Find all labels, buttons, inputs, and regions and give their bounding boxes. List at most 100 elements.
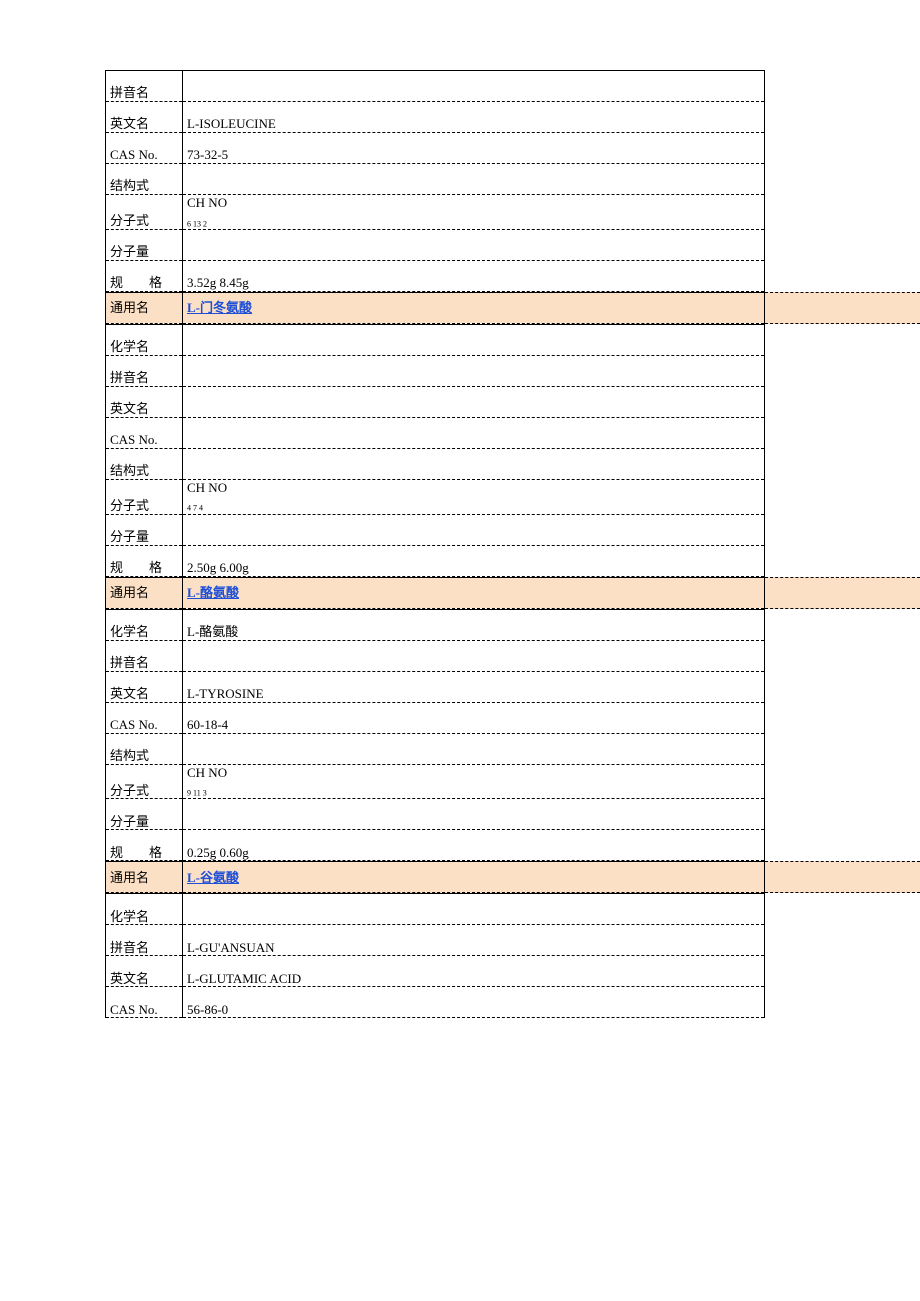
compound-link[interactable]: L-酪氨酸 bbox=[187, 585, 239, 600]
row-label: 通用名 bbox=[106, 292, 183, 323]
table-row: 化学名 bbox=[106, 324, 765, 355]
table-row: 分子量 bbox=[106, 229, 765, 260]
row-value: 2.50g 6.00g bbox=[183, 545, 765, 576]
row-value bbox=[183, 164, 765, 195]
header-extension bbox=[765, 577, 920, 609]
table-row: 规 格 3.52g 8.45g bbox=[106, 260, 765, 291]
row-value bbox=[183, 417, 765, 448]
table-row: 拼音名 bbox=[106, 71, 765, 102]
table-row: 结构式 bbox=[106, 448, 765, 479]
row-label: 英文名 bbox=[106, 102, 183, 133]
row-value bbox=[183, 733, 765, 764]
formula-main: CH NO bbox=[187, 480, 227, 495]
formula-sub: 6 13 2 bbox=[187, 219, 207, 228]
row-label: 通用名 bbox=[106, 862, 183, 893]
table-row: 英文名 bbox=[106, 386, 765, 417]
row-label: CAS No. bbox=[106, 133, 183, 164]
row-label: 英文名 bbox=[106, 956, 183, 987]
table-row: 化学名 bbox=[106, 894, 765, 925]
row-label: 拼音名 bbox=[106, 640, 183, 671]
row-label: 拼音名 bbox=[106, 71, 183, 102]
row-value: CH NO 9 11 3 bbox=[183, 764, 765, 799]
row-label: 结构式 bbox=[106, 448, 183, 479]
compound-link[interactable]: L-门冬氨酸 bbox=[187, 300, 252, 315]
table-row: CAS No. 73-32-5 bbox=[106, 133, 765, 164]
compound-link-cell: L-门冬氨酸 bbox=[183, 292, 765, 323]
table-row: 规 格 2.50g 6.00g bbox=[106, 545, 765, 576]
compound-header-table: 通用名 L-酪氨酸 bbox=[105, 577, 765, 609]
compound-link-cell: L-酪氨酸 bbox=[183, 577, 765, 608]
compound-header-table: 通用名 L-谷氨酸 bbox=[105, 861, 765, 893]
compound-table: 化学名 L-酪氨酸 拼音名 英文名 L-TYROSINE CAS No. 60-… bbox=[105, 609, 765, 862]
header-row-wrap: 通用名 L-酪氨酸 bbox=[105, 577, 920, 609]
row-label: 分子式 bbox=[106, 479, 183, 514]
document-page: 拼音名 英文名 L-ISOLEUCINE CAS No. 73-32-5 结构式… bbox=[0, 0, 920, 1018]
row-value: L-ISOLEUCINE bbox=[183, 102, 765, 133]
row-label: 规 格 bbox=[106, 260, 183, 291]
row-value: CH NO 6 13 2 bbox=[183, 195, 765, 230]
compound-link[interactable]: L-谷氨酸 bbox=[187, 870, 239, 885]
table-row: CAS No. 60-18-4 bbox=[106, 702, 765, 733]
row-value bbox=[183, 448, 765, 479]
row-value: CH NO 4 7 4 bbox=[183, 479, 765, 514]
table-row: 分子式 CH NO 4 7 4 bbox=[106, 479, 765, 514]
row-label: 化学名 bbox=[106, 609, 183, 640]
row-value bbox=[183, 229, 765, 260]
compound-header: 通用名 L-谷氨酸 bbox=[106, 862, 765, 893]
row-label: 规 格 bbox=[106, 545, 183, 576]
row-value bbox=[183, 799, 765, 830]
formula-sub: 9 11 3 bbox=[187, 789, 207, 798]
table-row: CAS No. 56-86-0 bbox=[106, 987, 765, 1018]
row-value: L-GLUTAMIC ACID bbox=[183, 956, 765, 987]
row-label: 分子量 bbox=[106, 514, 183, 545]
table-row: 分子量 bbox=[106, 799, 765, 830]
row-label: 规 格 bbox=[106, 830, 183, 861]
formula-main: CH NO bbox=[187, 195, 227, 210]
table-row: 拼音名 bbox=[106, 355, 765, 386]
row-label: 化学名 bbox=[106, 894, 183, 925]
compound-header: 通用名 L-门冬氨酸 bbox=[106, 292, 765, 323]
row-value: 3.52g 8.45g bbox=[183, 260, 765, 291]
table-row: 结构式 bbox=[106, 733, 765, 764]
table-row: 分子式 CH NO 9 11 3 bbox=[106, 764, 765, 799]
row-value: 73-32-5 bbox=[183, 133, 765, 164]
header-row-wrap: 通用名 L-谷氨酸 bbox=[105, 861, 920, 893]
table-row: 分子式 CH NO 6 13 2 bbox=[106, 195, 765, 230]
table-row: 拼音名 bbox=[106, 640, 765, 671]
table-row: 分子量 bbox=[106, 514, 765, 545]
table-row: 英文名 L-ISOLEUCINE bbox=[106, 102, 765, 133]
row-label: 拼音名 bbox=[106, 355, 183, 386]
row-value bbox=[183, 324, 765, 355]
row-value: L-酪氨酸 bbox=[183, 609, 765, 640]
row-value bbox=[183, 514, 765, 545]
row-label: 英文名 bbox=[106, 671, 183, 702]
compound-header-table: 通用名 L-门冬氨酸 bbox=[105, 292, 765, 324]
row-label: 结构式 bbox=[106, 164, 183, 195]
compound-header: 通用名 L-酪氨酸 bbox=[106, 577, 765, 608]
row-label: CAS No. bbox=[106, 987, 183, 1018]
table-row: 规 格 0.25g 0.60g bbox=[106, 830, 765, 861]
header-extension bbox=[765, 292, 920, 324]
formula-main: CH NO bbox=[187, 765, 227, 780]
row-label: 通用名 bbox=[106, 577, 183, 608]
row-label: 化学名 bbox=[106, 324, 183, 355]
row-value bbox=[183, 386, 765, 417]
row-value: 0.25g 0.60g bbox=[183, 830, 765, 861]
compound-table: 化学名 拼音名 L-GU'ANSUAN 英文名 L-GLUTAMIC ACID … bbox=[105, 893, 765, 1018]
table-row: CAS No. bbox=[106, 417, 765, 448]
row-value: 56-86-0 bbox=[183, 987, 765, 1018]
header-row-wrap: 通用名 L-门冬氨酸 bbox=[105, 292, 920, 324]
table-row: 结构式 bbox=[106, 164, 765, 195]
row-label: 分子式 bbox=[106, 764, 183, 799]
row-value: L-TYROSINE bbox=[183, 671, 765, 702]
row-label: 分子式 bbox=[106, 195, 183, 230]
table-row: 拼音名 L-GU'ANSUAN bbox=[106, 925, 765, 956]
row-value bbox=[183, 355, 765, 386]
row-value: 60-18-4 bbox=[183, 702, 765, 733]
row-label: CAS No. bbox=[106, 702, 183, 733]
row-label: 结构式 bbox=[106, 733, 183, 764]
compound-table: 化学名 拼音名 英文名 CAS No. 结构式 分子式 CH NO 4 7 4 bbox=[105, 324, 765, 577]
compound-link-cell: L-谷氨酸 bbox=[183, 862, 765, 893]
header-extension bbox=[765, 861, 920, 893]
formula-sub: 4 7 4 bbox=[187, 504, 203, 513]
